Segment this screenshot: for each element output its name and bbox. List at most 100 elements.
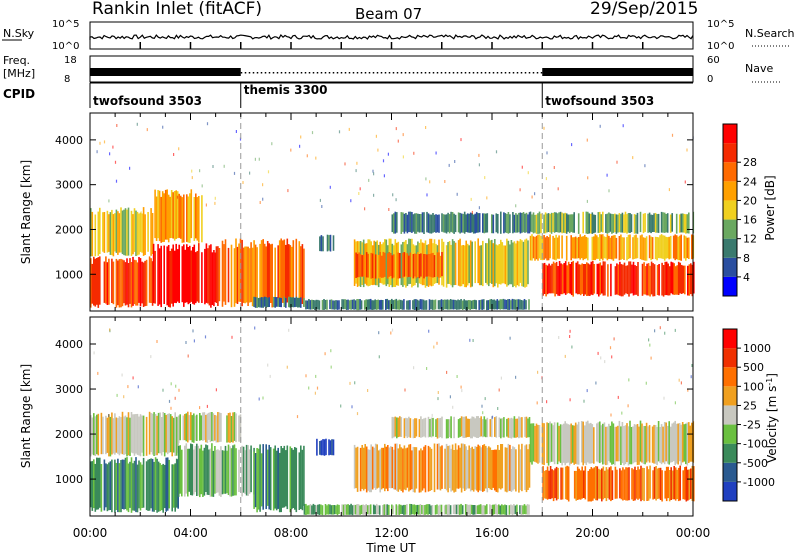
heatmap-cell bbox=[305, 503, 307, 515]
heatmap-cell bbox=[373, 447, 375, 488]
heatmap-cell bbox=[450, 244, 452, 286]
heatmap-speckle bbox=[140, 211, 142, 215]
heatmap-speckle bbox=[108, 414, 110, 417]
heatmap-cell bbox=[418, 504, 420, 515]
heatmap-speckle bbox=[613, 337, 615, 341]
heatmap-cell bbox=[606, 426, 609, 465]
heatmap-cell bbox=[142, 207, 145, 256]
heatmap-cell bbox=[382, 251, 385, 278]
heatmap-speckle bbox=[649, 343, 651, 347]
heatmap-cell bbox=[314, 300, 316, 310]
heatmap-cell bbox=[348, 300, 351, 310]
heatmap-cell bbox=[561, 467, 564, 500]
freq-dot bbox=[364, 72, 367, 74]
heatmap-cell bbox=[295, 447, 298, 513]
heatmap-cell bbox=[250, 242, 252, 303]
freq-dot bbox=[496, 72, 499, 74]
heatmap-cell bbox=[215, 449, 218, 494]
heatmap-speckle bbox=[287, 189, 289, 193]
heatmap-cell bbox=[469, 240, 472, 288]
heatmap-cell bbox=[274, 445, 276, 509]
heatmap-speckle bbox=[478, 206, 480, 210]
heatmap-cell bbox=[99, 256, 101, 305]
heatmap-cell bbox=[509, 444, 511, 491]
heatmap-cell bbox=[374, 254, 377, 279]
heatmap-speckle bbox=[687, 388, 689, 392]
heatmap-cell bbox=[483, 213, 486, 234]
freq-dot bbox=[312, 72, 315, 74]
heatmap-cell bbox=[171, 464, 173, 512]
heatmap-cell bbox=[595, 466, 597, 501]
heatmap-cell bbox=[366, 299, 369, 310]
heatmap-cell bbox=[477, 416, 479, 438]
heatmap-cell bbox=[371, 446, 374, 490]
heatmap-cell bbox=[521, 213, 523, 233]
heatmap-cell bbox=[393, 254, 395, 278]
heatmap-cell bbox=[628, 261, 630, 297]
heatmap-cell bbox=[534, 214, 536, 233]
heatmap-cell bbox=[259, 297, 261, 308]
heatmap-cell bbox=[509, 418, 511, 438]
heatmap-cell bbox=[486, 417, 489, 438]
heatmap-cell bbox=[513, 504, 515, 515]
heatmap-cell bbox=[294, 297, 296, 308]
heatmap-cell bbox=[120, 258, 122, 308]
colorbar-swatch bbox=[723, 276, 737, 296]
heatmap-cell bbox=[641, 234, 643, 260]
heatmap-speckle bbox=[583, 399, 585, 403]
heatmap-cell bbox=[538, 234, 541, 259]
heatmap-cell bbox=[685, 423, 687, 465]
heatmap-cell bbox=[115, 258, 118, 308]
heatmap-speckle bbox=[622, 124, 624, 128]
heatmap-cell bbox=[401, 300, 404, 310]
heatmap-cell bbox=[656, 468, 659, 499]
heatmap-cell bbox=[256, 247, 258, 306]
heatmap-cell bbox=[94, 214, 97, 257]
heatmap-cell bbox=[573, 425, 575, 465]
heatmap-cell bbox=[498, 449, 501, 489]
heatmap-cell bbox=[442, 241, 445, 287]
heatmap-cell bbox=[628, 467, 630, 501]
heatmap-cell bbox=[425, 300, 428, 310]
heatmap-speckle bbox=[116, 393, 118, 397]
heatmap-cell bbox=[133, 460, 136, 511]
heatmap-cell bbox=[513, 241, 516, 286]
heatmap-speckle bbox=[671, 133, 674, 137]
heatmap-cell bbox=[435, 243, 437, 283]
heatmap-cell bbox=[335, 300, 337, 310]
heatmap-cell bbox=[564, 421, 566, 466]
heatmap-speckle bbox=[644, 164, 646, 168]
heatmap-cell bbox=[115, 462, 118, 510]
heatmap-cell bbox=[577, 237, 580, 259]
heatmap-cell bbox=[292, 449, 295, 508]
heatmap-cell bbox=[513, 447, 516, 490]
heatmap-cell bbox=[227, 413, 230, 443]
heatmap-cell bbox=[365, 504, 367, 515]
heatmap-cell bbox=[469, 448, 472, 492]
heatmap-cell bbox=[327, 504, 330, 515]
heatmap-cell bbox=[454, 504, 456, 515]
heatmap-speckle bbox=[446, 370, 448, 374]
heatmap-cell bbox=[364, 444, 366, 489]
heatmap-speckle bbox=[206, 122, 209, 126]
heatmap-cell bbox=[332, 235, 335, 251]
heatmap-cell bbox=[191, 415, 194, 443]
nave-label: Nave bbox=[745, 62, 773, 75]
heatmap-speckle bbox=[321, 205, 323, 208]
heatmap-cell bbox=[599, 262, 602, 295]
heatmap-cell bbox=[418, 254, 421, 279]
heatmap-cell bbox=[621, 212, 624, 233]
heatmap-speckle bbox=[372, 169, 374, 173]
heatmap-cell bbox=[576, 237, 578, 259]
heatmap-cell bbox=[170, 248, 173, 304]
heatmap-cell bbox=[549, 466, 552, 500]
heatmap-cell bbox=[475, 300, 477, 310]
heatmap-speckle bbox=[664, 331, 666, 335]
heatmap-cell bbox=[312, 503, 315, 515]
heatmap-cell bbox=[512, 242, 514, 288]
heatmap-cell bbox=[609, 213, 612, 232]
heatmap-cell bbox=[492, 214, 495, 234]
heatmap-cell bbox=[238, 243, 240, 302]
heatmap-speckle bbox=[486, 196, 488, 200]
heatmap-cell bbox=[163, 193, 165, 242]
